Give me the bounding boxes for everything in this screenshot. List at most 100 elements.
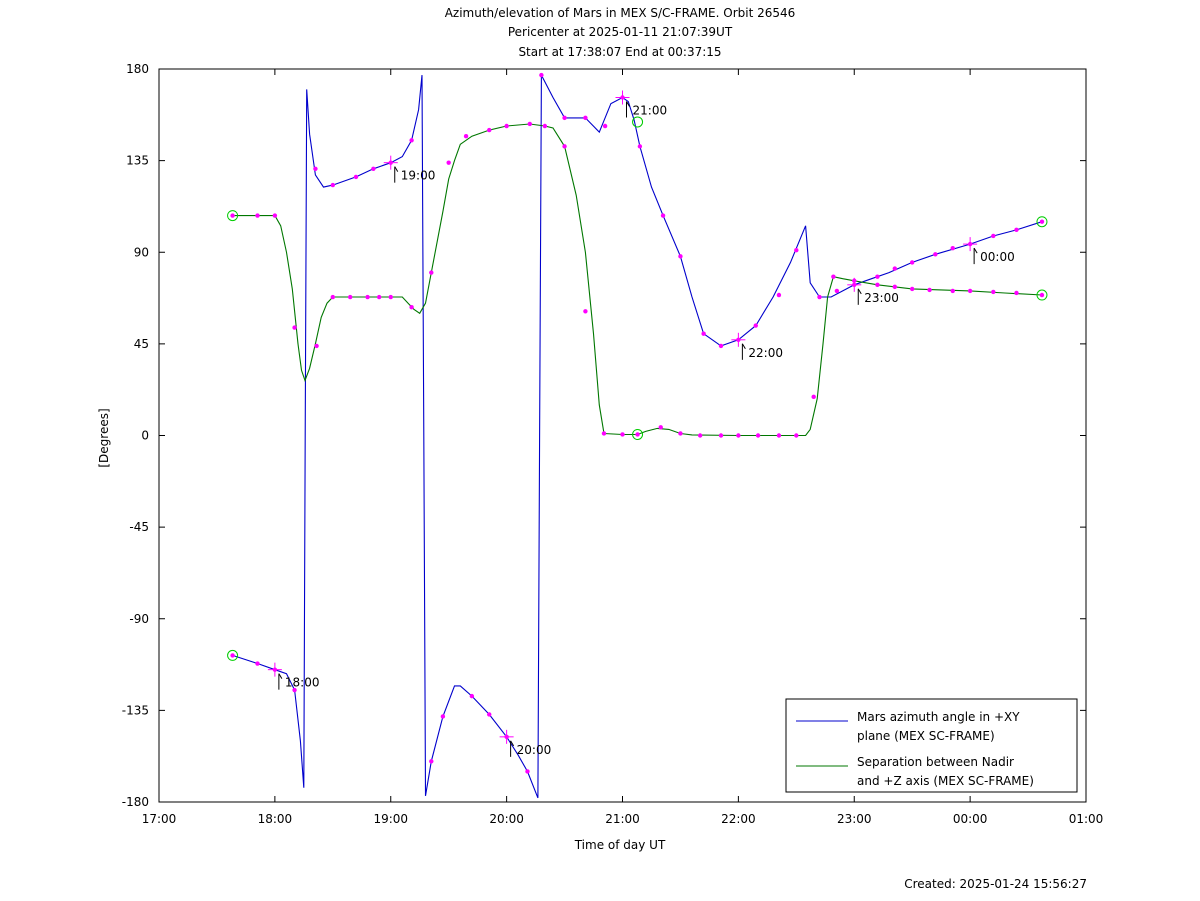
data-point-marker (701, 331, 706, 336)
orbit-event-circle (227, 210, 239, 222)
x-axis-label: Time of day UT (574, 838, 666, 852)
data-point-marker (635, 432, 640, 437)
data-point-marker (811, 394, 816, 400)
data-point-marker (660, 213, 666, 218)
data-point-marker (950, 245, 955, 251)
y-tick-label: -90 (129, 612, 149, 626)
data-point-marker (376, 294, 382, 300)
data-point-marker (933, 252, 938, 257)
hour-pointer-head (626, 101, 630, 107)
data-point-marker (755, 433, 761, 438)
data-point-marker (794, 248, 799, 253)
data-point-marker (909, 286, 915, 292)
legend-label-azimuth-line-1: Mars azimuth angle in +XY (857, 710, 1020, 724)
data-point-marker (875, 282, 880, 288)
data-point-marker (718, 343, 724, 349)
data-point-marker (927, 287, 932, 293)
data-point-marker (463, 133, 469, 139)
data-point-marker (371, 166, 376, 171)
data-point-marker (967, 288, 973, 294)
data-point-marker (1014, 290, 1019, 296)
data-point-marker (736, 433, 741, 438)
data-point-marker (314, 343, 319, 349)
data-point-marker (230, 213, 235, 218)
hour-annotations: 18:00 19:00 20:00 21:00 22:00 23:00 00:00 (267, 90, 1015, 757)
data-point-marker (487, 127, 492, 133)
data-point-marker (388, 294, 393, 300)
data-point-marker (539, 72, 544, 78)
data-point-marker (583, 309, 588, 314)
data-point-marker (525, 769, 530, 774)
data-point-marker (583, 115, 588, 121)
data-point-marker (909, 260, 915, 265)
data-point-marker (776, 433, 782, 438)
data-point-marker (429, 759, 434, 764)
data-point-marker (330, 294, 336, 300)
hour-pointer-head (973, 247, 978, 254)
y-tick-label: -45 (129, 520, 149, 534)
data-point-marker (440, 714, 446, 719)
hour-annotation-label: 18:00 (285, 676, 320, 690)
y-tick-label: -135 (122, 703, 149, 717)
hour-annotation-label: 23:00 (864, 291, 899, 305)
data-point-marker (365, 294, 370, 300)
data-point-marker (697, 433, 703, 438)
legend-label-azimuth-line-2: plane (MEX SC-FRAME) (857, 729, 995, 743)
data-point-marker (1039, 219, 1045, 224)
hour-annotation-label: 00:00 (980, 250, 1015, 264)
data-point-marker (542, 123, 548, 129)
data-point-marker (892, 266, 898, 271)
x-tick-label: 17:00 (142, 812, 177, 826)
data-point-marker (718, 433, 724, 438)
data-point-marker (469, 693, 475, 699)
hour-pointer-head (394, 166, 399, 172)
x-tick-label: 22:00 (721, 812, 756, 826)
hour-pointer-head (278, 673, 283, 679)
orbit-event-circle (632, 428, 644, 440)
y-tick-labels: 180 135 90 45 0 -45 -90 -135 -180 (122, 62, 149, 809)
series-markers (230, 72, 1045, 774)
data-point-marker (991, 289, 996, 295)
data-point-marker (637, 144, 643, 149)
hour-pointer-head (510, 740, 515, 747)
x-tick-label: 01:00 (1069, 812, 1104, 826)
y-tick-label: -180 (122, 795, 149, 809)
data-point-marker (892, 284, 898, 290)
data-point-marker (1014, 227, 1019, 233)
y-axis-label: [Degrees] (97, 408, 111, 467)
data-point-marker (678, 254, 683, 259)
chart-subtitle-start-end: Start at 17:38:07 End at 00:37:15 (518, 45, 721, 59)
data-point-marker (817, 294, 822, 300)
data-point-marker (602, 123, 608, 129)
data-point-marker (794, 433, 799, 438)
x-tick-label: 20:00 (489, 812, 524, 826)
data-point-marker (347, 294, 353, 300)
data-point-marker (620, 432, 625, 437)
data-point-marker (753, 323, 758, 328)
legend-label-separation-line-1: Separation between Nadir (857, 755, 1014, 769)
series-line-azimuth (232, 74, 1043, 799)
data-point-marker (527, 121, 532, 127)
data-point-marker (409, 138, 414, 143)
orbit-event-circle (1036, 289, 1048, 301)
data-point-marker (950, 288, 955, 294)
legend-label-separation-line-2: and +Z axis (MEX SC-FRAME) (857, 774, 1034, 788)
hour-annotation-label: 19:00 (401, 169, 436, 183)
start-end-markers (227, 116, 1048, 661)
data-point-marker (834, 288, 840, 294)
x-tick-label: 21:00 (605, 812, 640, 826)
data-point-marker (255, 213, 260, 218)
data-point-marker (487, 712, 492, 717)
orbit-event-circle (632, 116, 644, 128)
legend: Mars azimuth angle in +XY plane (MEX SC-… (785, 698, 1078, 793)
y-tick-label: 0 (141, 429, 149, 443)
orbit-event-circle (227, 649, 239, 661)
data-point-marker (272, 213, 278, 218)
created-timestamp: Created: 2025-01-24 15:56:27 (904, 877, 1087, 891)
hour-pointer-head (857, 288, 862, 295)
data-point-marker (658, 425, 663, 430)
data-point-marker (678, 431, 683, 436)
hour-annotation-label: 21:00 (633, 104, 668, 118)
data-point-marker (313, 166, 318, 171)
chart-title-line-1: Azimuth/elevation of Mars in MEX S/C-FRA… (445, 6, 796, 20)
